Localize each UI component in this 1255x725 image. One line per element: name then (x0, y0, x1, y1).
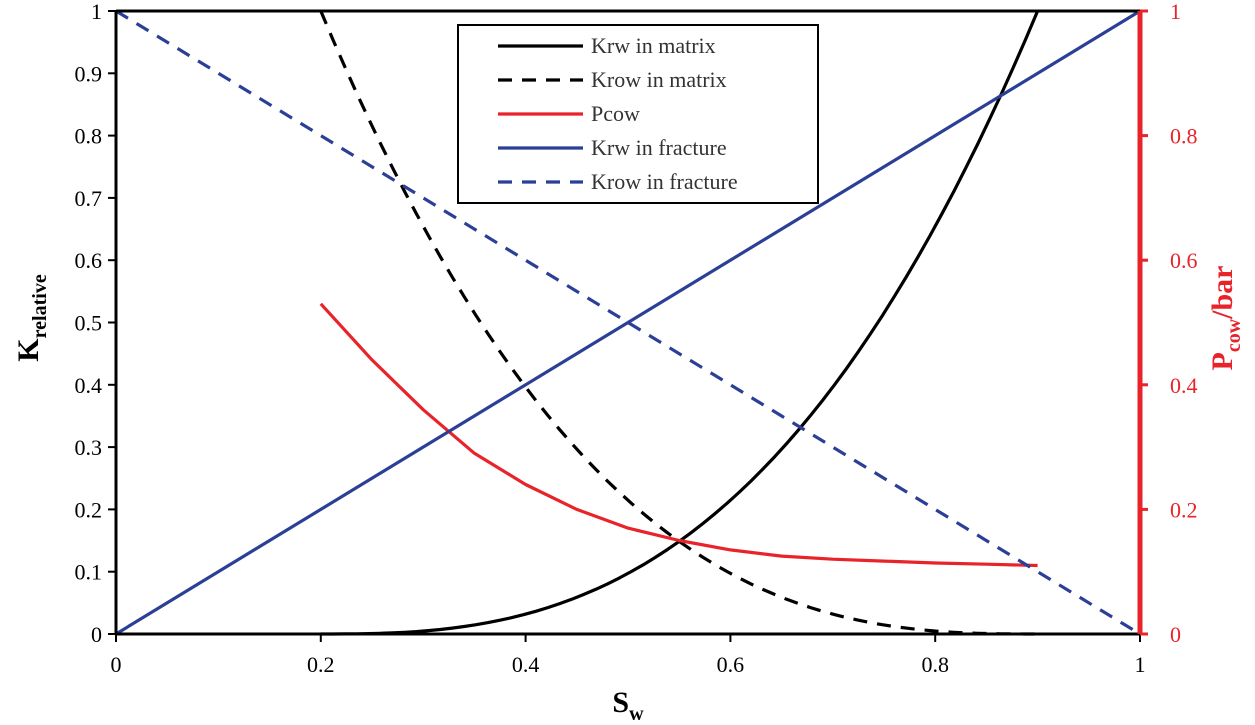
y-left-tick-label-2: 0.2 (75, 497, 103, 522)
y-left-tick-label-1: 0.1 (75, 560, 103, 585)
x-axis-title-main: S (612, 686, 629, 719)
legend-label-2: Pcow (591, 101, 640, 126)
y-left-tick-label-0: 0 (91, 622, 102, 647)
legend-label-1: Krow in matrix (591, 67, 727, 92)
legend-label-3: Krw in fracture (591, 135, 727, 160)
legend-label-0: Krw in matrix (591, 33, 716, 58)
series-line-2 (319, 302, 1038, 568)
y-right-tick-label-4: 0.8 (1170, 124, 1198, 149)
y-right-tick-label-1: 0.2 (1170, 497, 1198, 522)
y-left-tick-label-8: 0.8 (75, 124, 103, 149)
series-line-1 (319, 10, 1038, 636)
legend-label-4: Krow in fracture (591, 169, 738, 194)
legend: Krw in matrix Krow in matrix Pcow Krw in fr… (457, 24, 819, 204)
y-right-tick-label-3: 0.6 (1170, 248, 1198, 273)
x-tick-label-4: 0.8 (921, 652, 949, 677)
y-left-tick-label-7: 0.7 (75, 186, 103, 211)
y-right-tick-label-0: 0 (1170, 622, 1181, 647)
y-left-tick-label-9: 0.9 (75, 61, 103, 86)
x-axis-title: Sw (612, 686, 644, 725)
x-tick-label-0: 0 (111, 652, 122, 677)
x-tick-label-2: 0.4 (512, 652, 540, 677)
y-axis-right-title-sub: cow (1223, 318, 1245, 352)
y-left-tick-label-3: 0.3 (75, 435, 103, 460)
x-tick-label-5: 1 (1135, 652, 1146, 677)
y-axis-left-title-sub: relative (29, 274, 51, 338)
x-axis-title-sub: w (629, 703, 644, 725)
series-line-3 (115, 9, 1141, 636)
x-tick-label-1: 0.2 (307, 652, 335, 677)
y-axis-right-title-main: P (1206, 352, 1239, 370)
y-left-tick-label-6: 0.6 (75, 248, 103, 273)
y-left-tick-label-5: 0.5 (75, 311, 103, 336)
y-axis-right-title: Pcow/bar (1206, 266, 1245, 371)
y-axis-left-title: Krelative (12, 274, 51, 362)
y-right-tick-label-5: 1 (1170, 0, 1181, 24)
series-line-4 (115, 9, 1141, 636)
y-left-tick-label-4: 0.4 (75, 373, 103, 398)
y-axis-right-title-suffix: /bar (1206, 266, 1239, 320)
y-axis-left-title-main: K (12, 338, 45, 362)
series-layer (115, 9, 1141, 636)
x-tick-label-3: 0.6 (717, 652, 745, 677)
ticks-layer: 0 0.2 0.4 0.6 0.8 100.10.20.30.40.50.60.70.80… (75, 0, 1198, 677)
y-left-tick-label-10: 1 (91, 0, 102, 24)
y-right-tick-label-2: 0.4 (1170, 373, 1198, 398)
